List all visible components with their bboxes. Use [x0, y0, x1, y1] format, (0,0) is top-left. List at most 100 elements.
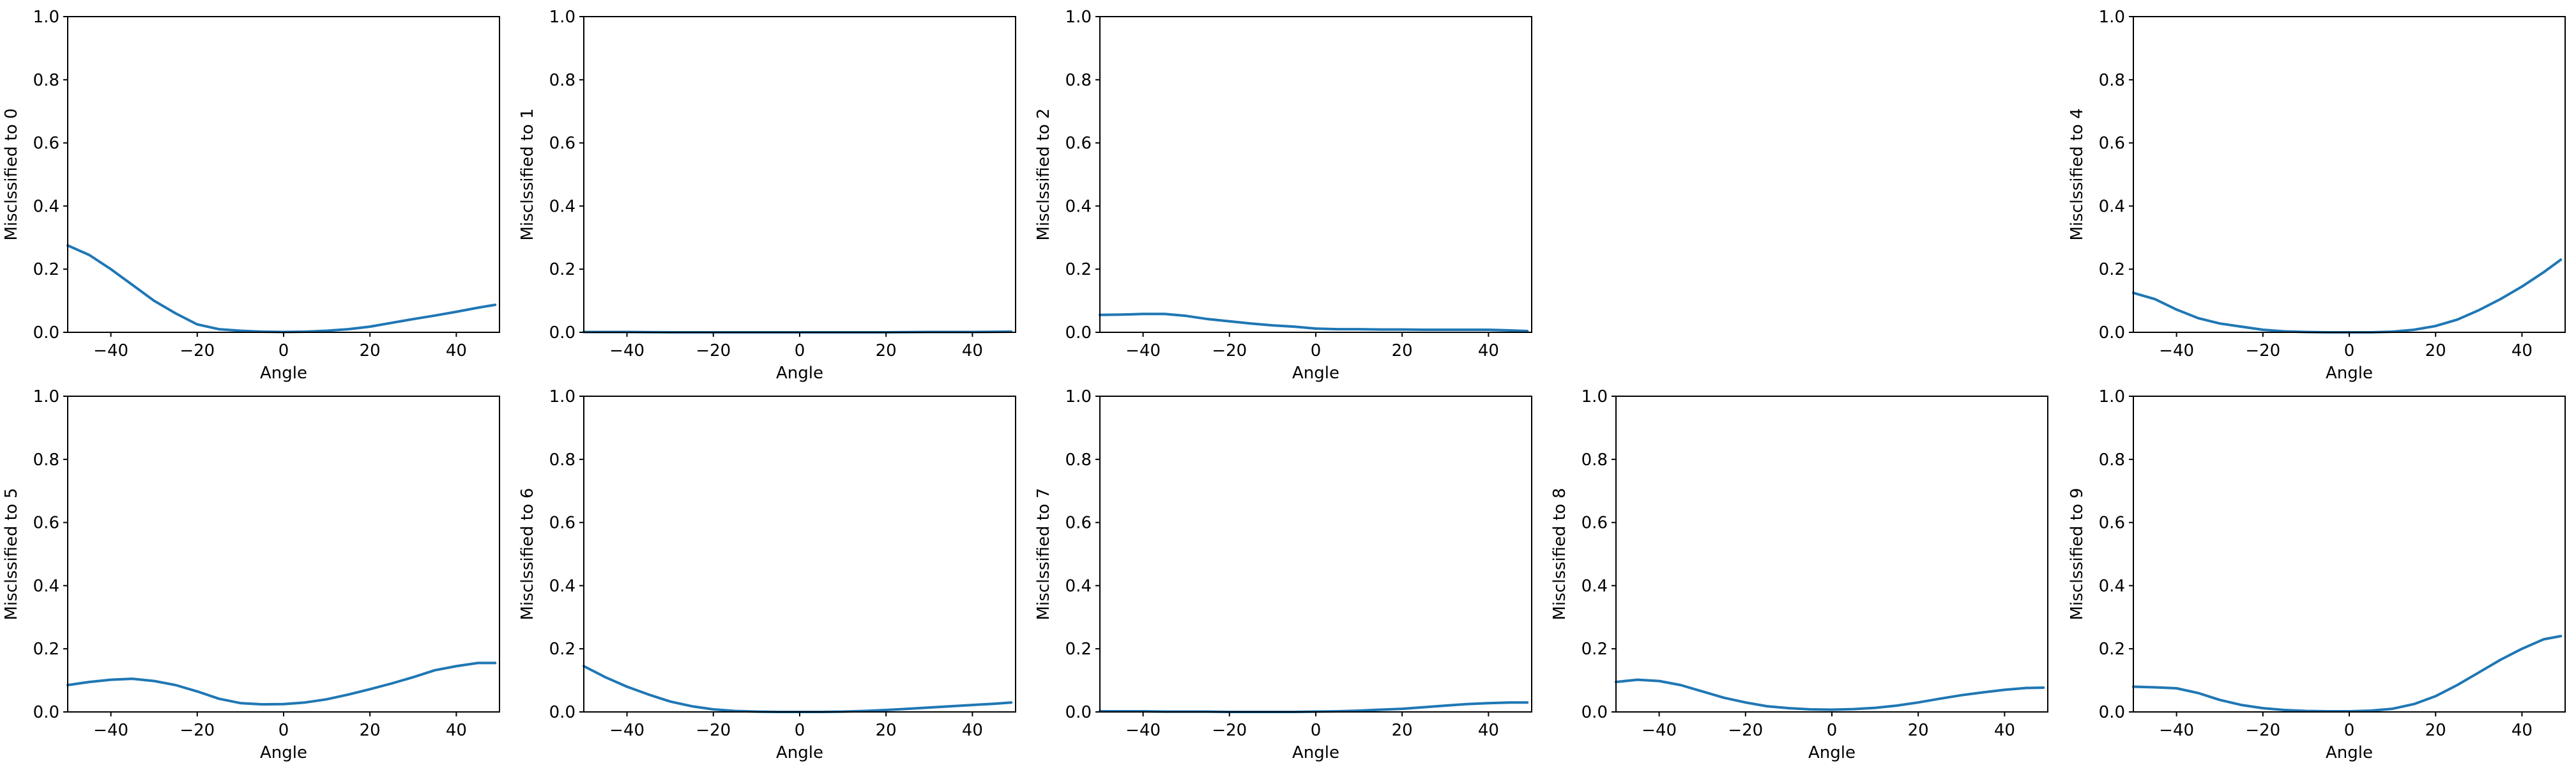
- y-tick-label: 1.0: [549, 387, 575, 406]
- series-line: [583, 665, 1013, 713]
- x-tick-label: 20: [1392, 341, 1413, 360]
- y-axis-label: Misclssified to 2: [1034, 108, 1053, 240]
- y-axis-label: Misclssified to 1: [518, 108, 537, 240]
- y-tick-label: 1.0: [2099, 8, 2125, 27]
- x-tick-label: −20: [696, 341, 731, 360]
- y-tick-label: 0.4: [33, 576, 59, 596]
- x-tick-label: −40: [609, 341, 644, 360]
- subplot: 0.0 0.2 0.4 0.6 0.8 1.0 −40 −20 0 20 40 Angle Miscls…: [2068, 387, 2566, 762]
- subplot: 0.0 0.2 0.4 0.6 0.8 1.0 −40 −20 0 20 40 Angle Miscls…: [1034, 8, 1532, 383]
- subplot: 0.0 0.2 0.4 0.6 0.8 1.0 −40 −20 0 20 40 Angle Miscls…: [1550, 387, 2048, 762]
- y-tick-label: 0.0: [2099, 703, 2125, 722]
- subplot: 0.0 0.2 0.4 0.6 0.8 1.0 −40 −20 0 20 40 Angle Miscls…: [518, 387, 1016, 762]
- y-tick-label: 0.2: [2099, 640, 2125, 659]
- x-axis-label: Angle: [1292, 743, 1339, 762]
- x-axis-label: Angle: [260, 364, 307, 383]
- x-tick-label: −20: [2245, 341, 2280, 360]
- x-tick-label: −40: [93, 341, 128, 360]
- x-axis-label: Angle: [260, 743, 307, 762]
- y-axis-label: Misclssified to 5: [2, 488, 21, 620]
- axes-frame: [1099, 396, 1532, 713]
- series-line: [1099, 701, 1529, 713]
- x-tick-label: 40: [446, 721, 467, 740]
- y-tick-label: 0.6: [1065, 134, 1092, 153]
- x-tick-label: 20: [1392, 721, 1413, 740]
- y-tick-label: 0.4: [2099, 576, 2125, 596]
- y-axis-label: Misclssified to 7: [1034, 488, 1053, 620]
- axes-frame: [1099, 16, 1532, 333]
- y-tick-label: 1.0: [1065, 8, 1092, 27]
- x-tick-label: 40: [1478, 341, 1499, 360]
- x-tick-label: 20: [1908, 721, 1929, 740]
- y-tick-label: 0.2: [33, 260, 59, 279]
- x-tick-label: 40: [1478, 721, 1499, 740]
- y-tick-label: 1.0: [1581, 387, 1608, 406]
- subplot: 0.0 0.2 0.4 0.6 0.8 1.0 −40 −20 0 20 40 Angle Miscls…: [2, 8, 500, 383]
- y-tick-label: 0.2: [2099, 260, 2125, 279]
- x-tick-label: −20: [696, 721, 731, 740]
- y-tick-label: 0.6: [2099, 134, 2125, 153]
- x-tick-label: 40: [446, 341, 467, 360]
- x-tick-label: −20: [2245, 721, 2280, 740]
- y-tick-label: 0.8: [33, 71, 59, 90]
- y-tick-label: 0.0: [1065, 323, 1092, 343]
- y-tick-label: 0.8: [1581, 451, 1608, 470]
- x-tick-label: −40: [609, 721, 644, 740]
- series-line: [66, 244, 497, 334]
- x-tick-label: −20: [1212, 721, 1247, 740]
- y-tick-label: 0.6: [33, 134, 59, 153]
- subplot: 0.0 0.2 0.4 0.6 0.8 1.0 −40 −20 0 20 40 Angle Miscls…: [2068, 8, 2566, 383]
- y-tick-label: 0.8: [1065, 451, 1092, 470]
- y-tick-label: 0.0: [2099, 323, 2125, 343]
- x-tick-label: 0: [1827, 721, 1838, 740]
- x-tick-label: 40: [1994, 721, 2015, 740]
- y-tick-label: 0.8: [1065, 71, 1092, 90]
- y-tick-label: 0.8: [2099, 71, 2125, 90]
- x-axis-label: Angle: [776, 743, 823, 762]
- series-line: [1099, 313, 1529, 332]
- y-tick-label: 0.4: [1065, 576, 1092, 596]
- x-axis-label: Angle: [776, 364, 823, 383]
- x-tick-label: 20: [2425, 341, 2446, 360]
- y-tick-label: 0.4: [1065, 197, 1092, 216]
- x-axis-label: Angle: [1808, 743, 1856, 762]
- axes-frame: [583, 396, 1016, 713]
- y-tick-label: 0.4: [1581, 576, 1608, 596]
- x-tick-label: −40: [1125, 721, 1161, 740]
- y-tick-label: 0.2: [1065, 640, 1092, 659]
- y-tick-label: 0.0: [33, 703, 59, 722]
- x-tick-label: 0: [2344, 341, 2355, 360]
- y-axis-label: Misclssified to 8: [1550, 488, 1569, 620]
- x-axis-label: Angle: [1292, 364, 1339, 383]
- x-axis-label: Angle: [2326, 743, 2373, 762]
- subplot: 0.0 0.2 0.4 0.6 0.8 1.0 −40 −20 0 20 40 Angle Miscls…: [518, 8, 1016, 383]
- x-tick-label: 20: [360, 341, 381, 360]
- y-tick-label: 1.0: [33, 8, 59, 27]
- x-tick-label: 0: [1311, 341, 1322, 360]
- y-tick-label: 0.8: [2099, 451, 2125, 470]
- y-tick-label: 0.2: [549, 640, 575, 659]
- x-axis-label: Angle: [2326, 364, 2373, 383]
- x-tick-label: −40: [1125, 341, 1161, 360]
- x-tick-label: −40: [2159, 341, 2194, 360]
- y-tick-label: 0.6: [549, 134, 575, 153]
- y-tick-label: 0.6: [1065, 514, 1092, 533]
- y-tick-label: 0.2: [1581, 640, 1608, 659]
- x-tick-label: 40: [2511, 341, 2533, 360]
- axes-frame: [2133, 396, 2566, 713]
- y-tick-label: 0.4: [549, 576, 575, 596]
- y-tick-label: 1.0: [2099, 387, 2125, 406]
- y-tick-label: 0.0: [549, 323, 575, 343]
- axes-frame: [67, 396, 500, 713]
- y-tick-label: 0.0: [549, 703, 575, 722]
- y-axis-label: Misclssified to 6: [518, 488, 537, 620]
- x-tick-label: 20: [876, 721, 897, 740]
- y-tick-label: 1.0: [1065, 387, 1092, 406]
- x-tick-label: 40: [2511, 721, 2533, 740]
- series-line: [66, 661, 497, 706]
- y-tick-label: 0.2: [549, 260, 575, 279]
- x-tick-label: 40: [962, 341, 983, 360]
- series-line: [2132, 635, 2563, 713]
- y-tick-label: 0.6: [33, 514, 59, 533]
